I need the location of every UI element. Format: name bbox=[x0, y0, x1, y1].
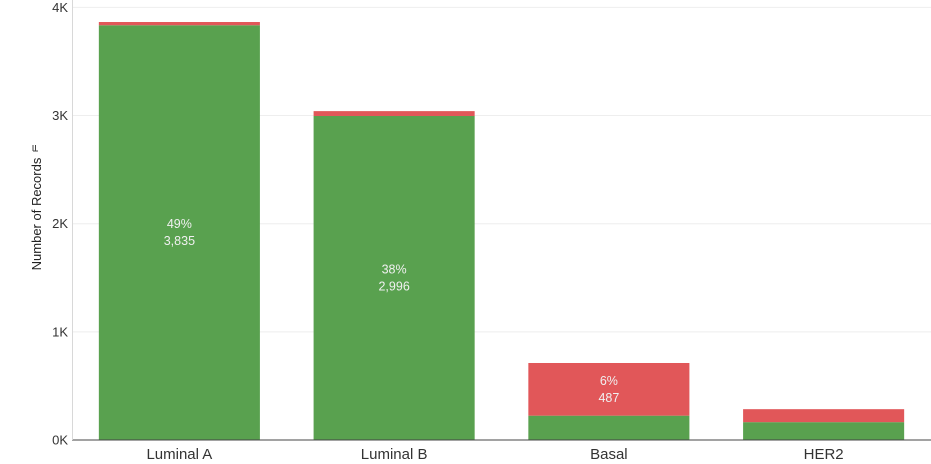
bar-segment[interactable] bbox=[743, 422, 905, 440]
bars bbox=[98, 22, 905, 440]
bar-segment[interactable] bbox=[528, 415, 690, 440]
data-label: 38% bbox=[382, 262, 407, 276]
y-tick-label: 1K bbox=[52, 324, 68, 339]
bar-segment[interactable] bbox=[313, 111, 475, 116]
x-axis-ticks: Luminal A Luminal B Basal HER2 bbox=[146, 446, 843, 463]
y-tick-label: 4K bbox=[52, 0, 68, 15]
data-label: 49% bbox=[167, 217, 192, 231]
data-label: 3,835 bbox=[164, 234, 195, 248]
bar-segment[interactable] bbox=[743, 409, 905, 423]
y-tick-label: 3K bbox=[52, 108, 68, 123]
x-tick-label: HER2 bbox=[804, 446, 844, 463]
data-label: 487 bbox=[598, 391, 619, 405]
filter-icon[interactable] bbox=[32, 145, 38, 152]
data-label: 2,996 bbox=[378, 279, 409, 293]
y-tick-label: 0K bbox=[52, 433, 68, 448]
x-tick-label: Luminal A bbox=[146, 446, 212, 463]
y-tick-label: 2K bbox=[52, 216, 68, 231]
x-tick-label: Luminal B bbox=[361, 446, 428, 463]
y-axis-label: Number of Records bbox=[29, 157, 44, 270]
bar-segment[interactable] bbox=[98, 25, 260, 440]
bar-segment[interactable] bbox=[528, 362, 690, 416]
y-axis-ticks: 0K 1K 2K 3K 4K bbox=[52, 0, 68, 448]
data-labels: 49% 3,835 38% 2,996 6% 487 bbox=[164, 217, 620, 405]
bar-segment[interactable] bbox=[313, 115, 475, 440]
bar-segment[interactable] bbox=[98, 22, 260, 26]
data-label: 6% bbox=[600, 374, 618, 388]
x-tick-label: Basal bbox=[590, 446, 628, 463]
